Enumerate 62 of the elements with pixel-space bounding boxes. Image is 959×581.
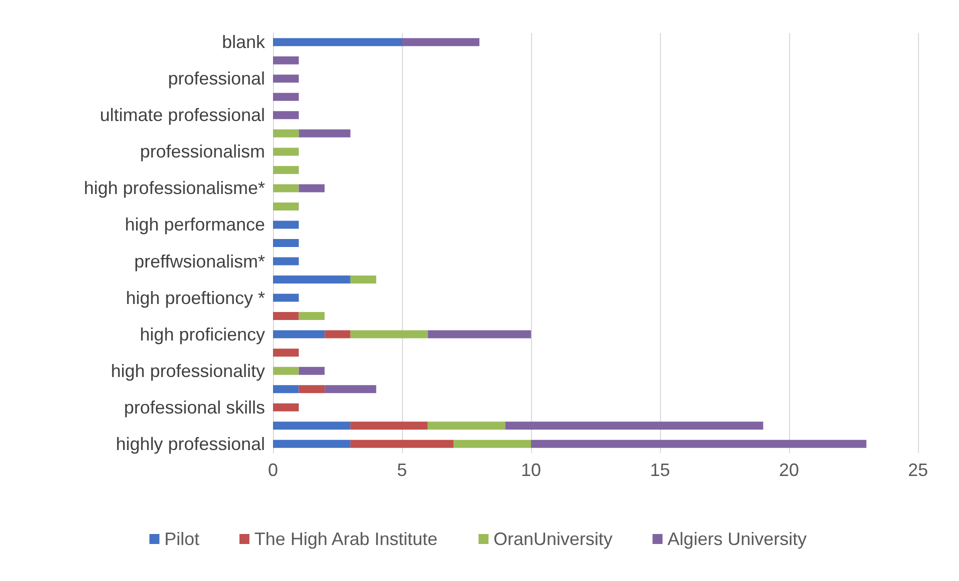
bar [531,440,866,448]
x-tick-label: 15 [650,460,670,480]
bar [324,330,350,338]
legend-label: Pilot [164,529,200,549]
bar [454,440,531,448]
bar [273,220,299,229]
bar [273,312,299,320]
bar [273,129,299,138]
legend-label: OranUniversity [494,529,613,549]
bar [273,422,350,430]
x-tick-label: 20 [778,460,800,480]
bar [273,38,402,46]
y-tick-label: high professionality [110,360,265,381]
bar [273,111,299,120]
y-tick-label: ultimate professional [100,105,265,126]
bar [350,440,454,448]
y-tick-label: high professionalisme* [84,178,265,198]
x-tick-label: 0 [268,460,278,480]
bar [273,166,299,174]
bar [298,385,325,394]
bar [298,184,325,192]
y-tick-label: professional skills [124,397,265,418]
bar [273,276,350,284]
bar [298,312,325,320]
bar [350,330,428,338]
bar [273,56,299,64]
x-tick-label: 5 [396,460,408,480]
y-tick-label: professional [168,68,265,89]
bar [298,366,325,375]
y-tick-label: highly professional [116,434,265,454]
y-tick-label: high performance [124,214,265,235]
bar [273,440,350,448]
bar [273,257,299,266]
bar [428,422,506,430]
bar [273,184,299,192]
bar [350,422,428,430]
bar [273,403,299,412]
bar [350,276,376,284]
bar [273,330,325,338]
bar [298,129,350,138]
y-tick-label: preffwsionalism* [134,251,265,272]
bar [324,385,376,394]
bar [273,366,299,375]
legend-label: The High Arab Institute [254,529,438,549]
y-tick-label: high proeftioncy * [126,288,265,308]
y-tick-label: high proficiency [140,324,265,344]
bar [402,38,480,46]
bar [505,422,764,430]
bar [273,239,299,247]
bar [273,74,299,83]
bar [273,92,299,101]
y-tick-label: professionalism [140,142,265,162]
bar [273,348,299,357]
y-tick-label: blank [222,32,266,52]
bar [273,385,299,394]
bar [428,330,531,338]
bar [273,294,299,302]
bar [273,148,299,156]
bar [273,202,299,210]
legend-label: Algiers University [668,529,807,549]
x-tick-label: 10 [520,460,542,480]
x-tick-label: 25 [908,460,928,480]
